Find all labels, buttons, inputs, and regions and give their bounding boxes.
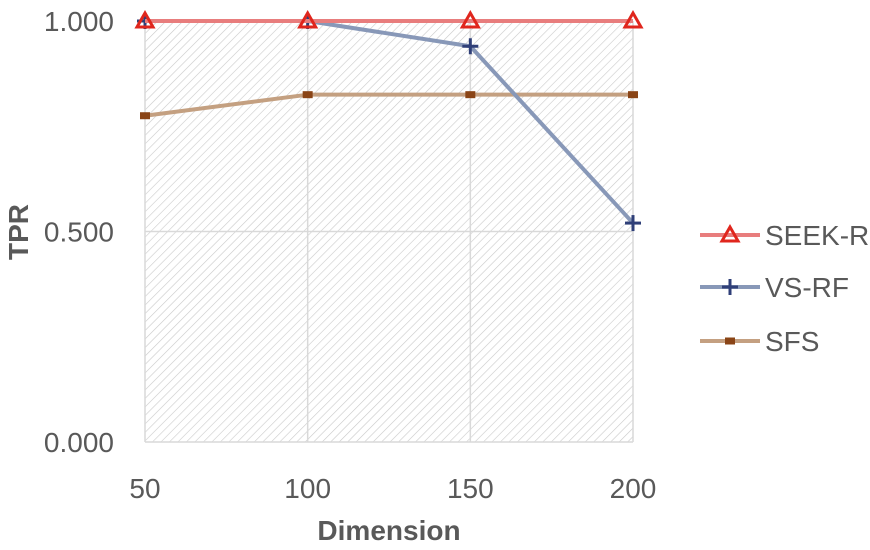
square-marker xyxy=(628,91,638,99)
y-tick-label: 0.500 xyxy=(44,217,114,248)
legend: SEEK-RF VS-RF SFS xyxy=(700,220,870,357)
y-tick-label: 0.000 xyxy=(44,427,114,458)
y-tick-label: 1.000 xyxy=(44,6,114,37)
legend-label: SFS xyxy=(765,326,819,357)
plus-marker xyxy=(625,215,641,232)
triangle-marker xyxy=(134,9,156,29)
x-tick-label: 100 xyxy=(284,473,331,504)
x-tick-label: 200 xyxy=(610,473,657,504)
x-axis-title: Dimension xyxy=(317,515,460,546)
series-layer xyxy=(134,9,644,232)
legend-label: SEEK-RF xyxy=(765,220,870,251)
legend-item: SFS xyxy=(700,326,819,357)
legend-item: SEEK-RF xyxy=(700,220,870,251)
square-marker xyxy=(725,337,735,345)
legend-item: VS-RF xyxy=(700,272,849,303)
square-marker xyxy=(302,91,313,99)
triangle-marker xyxy=(719,223,741,243)
x-tick-label: 50 xyxy=(129,473,160,504)
x-tick-label: 150 xyxy=(447,473,494,504)
legend-label: VS-RF xyxy=(765,272,849,303)
triangle-marker xyxy=(622,9,644,29)
triangle-marker xyxy=(459,9,481,29)
y-axis-ticks: 0.000 0.500 1.000 xyxy=(44,6,114,458)
triangle-marker xyxy=(297,9,319,29)
y-axis-title: TPR xyxy=(3,204,34,260)
series-seek-rf xyxy=(134,9,644,29)
x-axis-ticks: 50 100 150 200 xyxy=(129,473,656,504)
series-line xyxy=(144,92,633,118)
square-marker xyxy=(465,91,476,99)
plus-marker xyxy=(722,279,738,295)
plus-marker xyxy=(462,38,479,55)
series-sfs xyxy=(140,91,638,120)
square-marker xyxy=(140,112,150,120)
